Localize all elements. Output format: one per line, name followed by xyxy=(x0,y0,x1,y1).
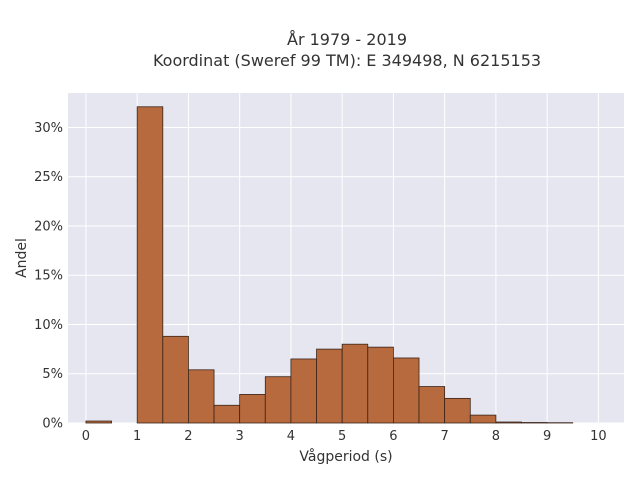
bar-7 xyxy=(264,376,292,424)
x-tick-label-1: 1 xyxy=(133,429,141,444)
x-tick-label-9: 9 xyxy=(543,429,551,444)
bar-15 xyxy=(469,414,497,424)
bar-12 xyxy=(393,357,420,424)
bar-0 xyxy=(85,420,112,424)
x-tick-label-7: 7 xyxy=(441,429,449,444)
y-tick-label-1: 5% xyxy=(42,367,63,382)
x-tick-label-8: 8 xyxy=(492,429,500,444)
x-tick-label-10: 10 xyxy=(590,429,607,444)
y-axis-ticks: 0% 5% 10% 15% 20% 25% 30% xyxy=(34,121,63,432)
bar-6 xyxy=(239,394,266,424)
chart-title-line-2: Koordinat (Sweref 99 TM): E 349498, N 62… xyxy=(153,51,541,70)
bar-16 xyxy=(495,421,522,424)
x-tick-label-4: 4 xyxy=(287,429,295,444)
bar-10 xyxy=(341,343,369,424)
bars-group xyxy=(85,106,574,424)
bar-8 xyxy=(290,358,317,424)
y-tick-label-0: 0% xyxy=(42,417,63,432)
x-axis-ticks: 0 1 2 3 4 5 6 7 8 9 10 xyxy=(82,429,607,444)
y-tick-label-6: 30% xyxy=(34,121,63,136)
bar-9 xyxy=(316,348,343,424)
bar-4 xyxy=(188,369,215,424)
x-axis-label: Vågperiod (s) xyxy=(299,448,392,465)
x-tick-label-0: 0 xyxy=(82,429,90,444)
bar-11 xyxy=(367,346,394,424)
x-tick-label-6: 6 xyxy=(389,429,397,444)
x-tick-label-5: 5 xyxy=(338,429,346,444)
chart-title-line-1: År 1979 - 2019 xyxy=(287,30,407,49)
y-tick-label-3: 15% xyxy=(34,269,63,284)
bar-3 xyxy=(162,335,189,424)
y-tick-label-2: 10% xyxy=(34,318,63,333)
x-tick-label-2: 2 xyxy=(184,429,192,444)
bar-14 xyxy=(444,397,471,424)
y-axis-label: Andel xyxy=(14,238,30,278)
bar-2 xyxy=(136,106,164,424)
y-tick-label-4: 20% xyxy=(34,219,63,234)
bar-5 xyxy=(213,404,241,424)
x-tick-label-3: 3 xyxy=(236,429,244,444)
y-tick-label-5: 25% xyxy=(34,170,63,185)
bar-13 xyxy=(418,386,446,424)
